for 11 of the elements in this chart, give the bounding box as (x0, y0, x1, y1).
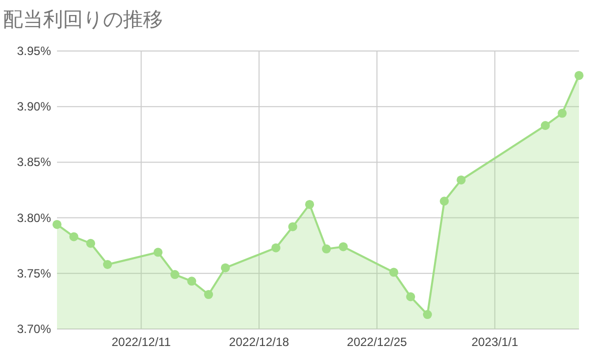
x-tick-label: 2022/12/18 (229, 335, 290, 349)
y-tick-label: 3.95% (16, 44, 52, 58)
x-tick-label: 2023/1/1 (471, 335, 518, 349)
y-tick-label: 3.85% (16, 155, 52, 170)
chart-title: 配当利回りの推移 (3, 9, 163, 31)
y-tick-label: 3.80% (16, 210, 52, 225)
x-tick-label: 2022/12/11 (112, 335, 172, 349)
y-tick-label: 3.70% (16, 322, 52, 336)
y-tick-label: 3.90% (16, 100, 52, 114)
y-tick-label: 3.75% (16, 266, 52, 280)
x-tick-label: 2022/12/25 (346, 335, 408, 349)
